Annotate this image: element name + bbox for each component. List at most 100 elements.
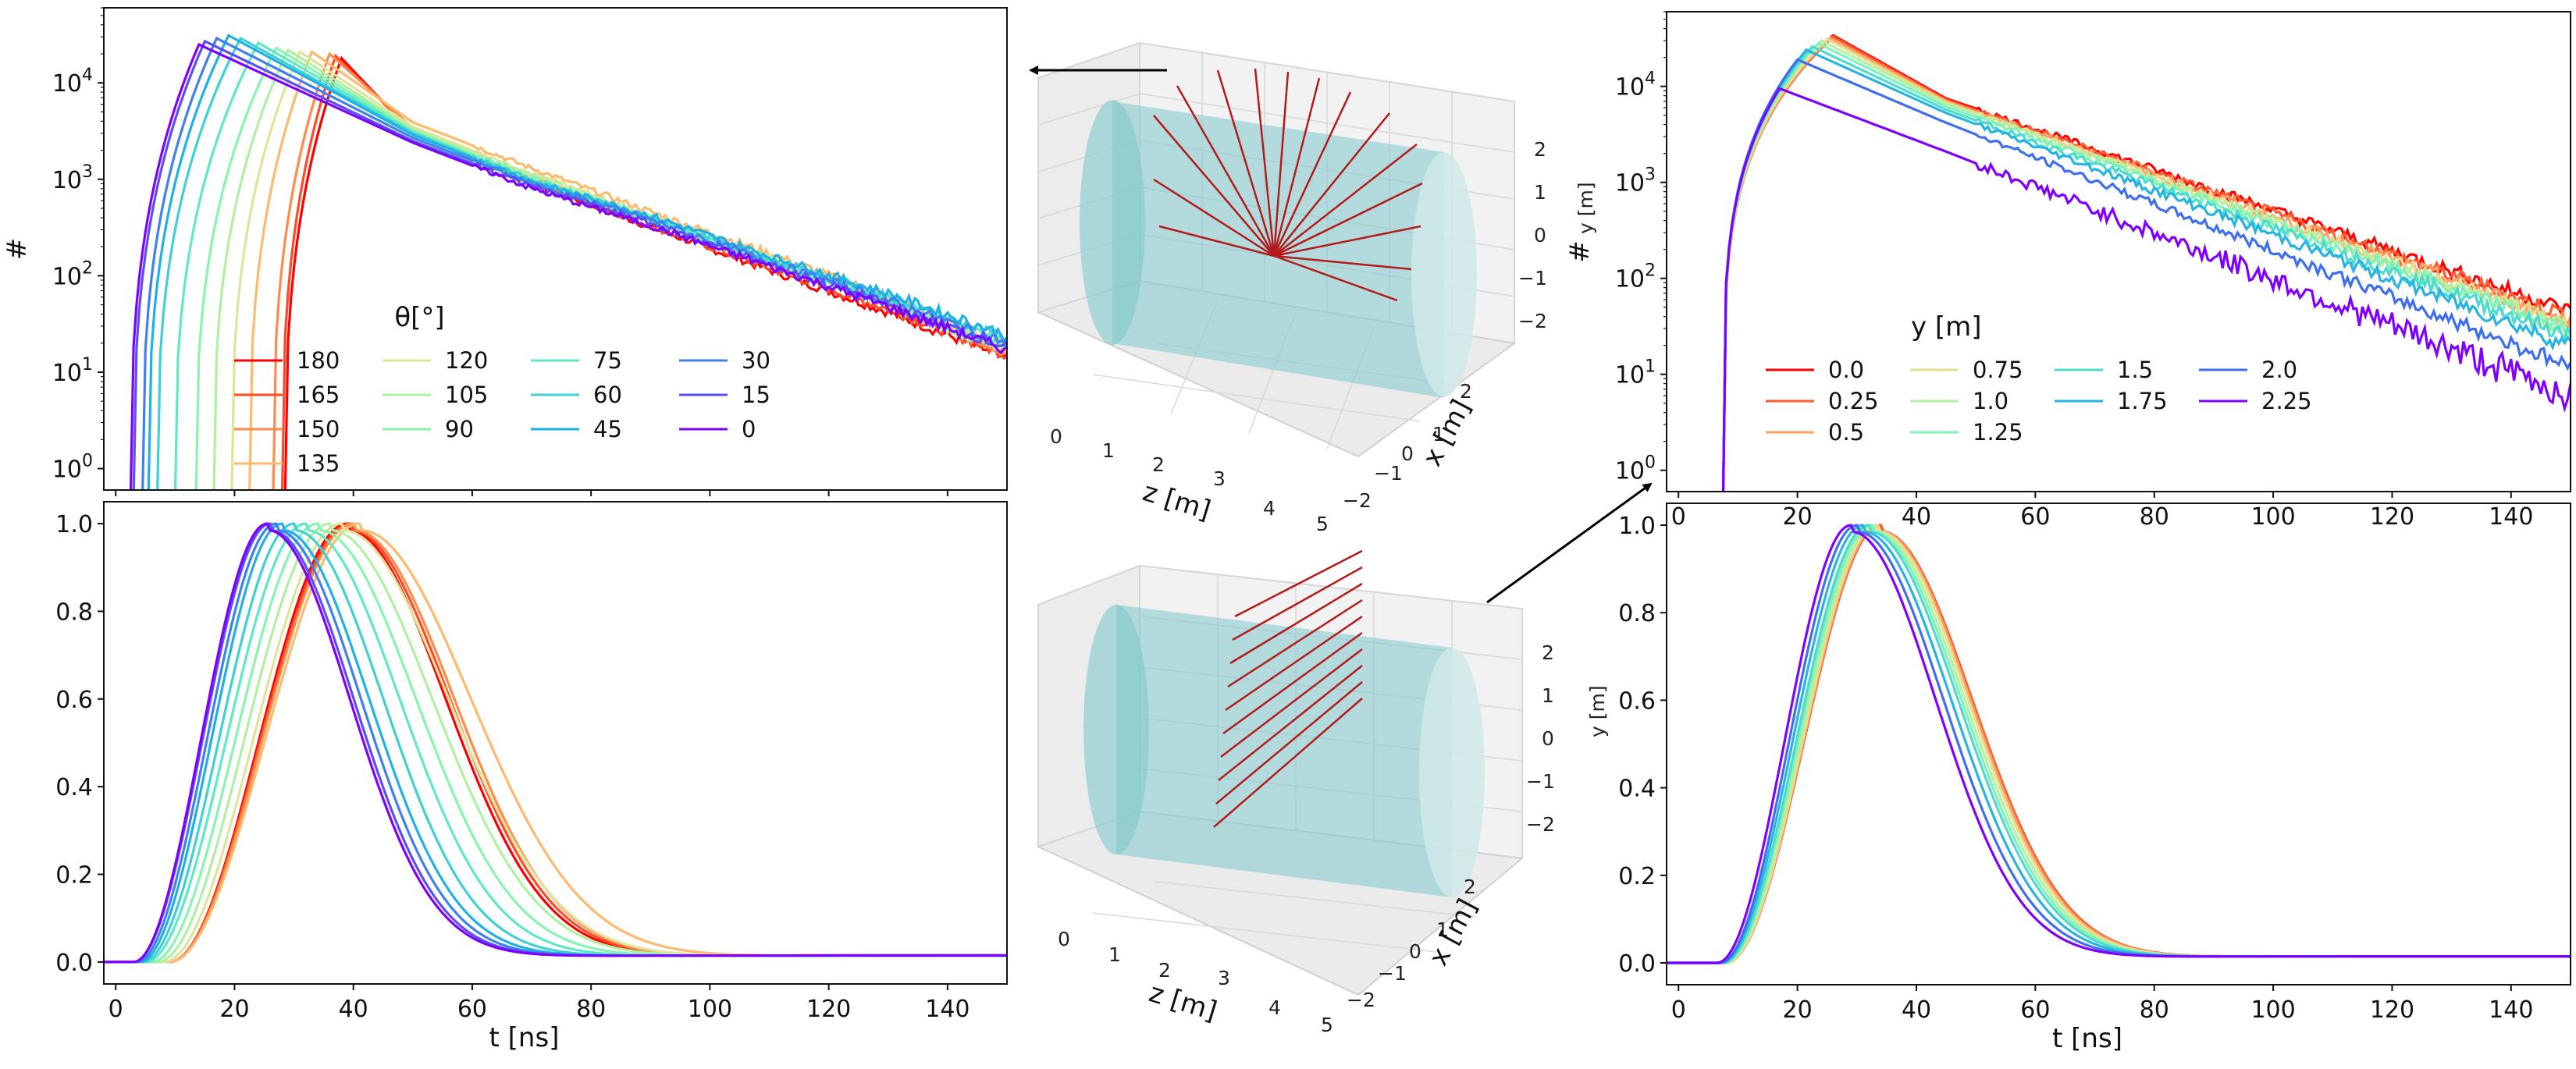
x-tick: 0 [1401,442,1414,465]
series-line-45 [104,522,1007,964]
x-tick: 0 [1409,940,1421,963]
cylinder-body [1116,605,1452,897]
cylinder-end-far [1419,648,1485,897]
series-line-165 [104,522,1007,964]
track-line [1220,648,1363,758]
y-axis-3d: 2 1 0 −1 −2 y [m] [1518,138,1597,332]
track-line [1176,85,1276,257]
series-line-0 [129,42,1007,490]
z-tick: 1 [1102,439,1115,462]
x-tick-label: 120 [2370,503,2414,531]
y-tick-label: 0.4 [1618,776,1656,803]
legend-label: 1.5 [2117,357,2153,383]
y-tick-label: 101 [52,355,93,387]
panel-theta-log-histogram: 100101102103104#θ[°]18016515013512010590… [2,7,1008,496]
series-line-2.25 [1667,524,2571,964]
y-tick: 2 [1542,641,1554,664]
legend-title: y [m] [1911,311,1982,343]
y-tick: 2 [1534,138,1546,161]
x-tick: 1 [1432,423,1445,446]
z-tick: 0 [1050,425,1062,448]
series-line-60 [104,522,1007,964]
x-tick-label: 140 [925,996,970,1023]
x-tick-label: 140 [2489,503,2533,531]
x-tick-label: 60 [2020,503,2050,531]
z-axis-label: z [m] [1139,476,1214,526]
x-tick-label: 100 [688,996,732,1023]
y-axis-3d: 2 1 0 −1 −2 y [m] [1526,641,1609,836]
x-tick-label: 100 [2250,996,2295,1024]
track-line [1229,582,1363,665]
x-tick-label: 40 [1902,503,1931,531]
x-tick-label: 40 [339,996,368,1023]
series-lines [1667,524,2571,964]
legend-label: 15 [742,382,770,408]
legend-label: 1.0 [1973,388,2008,414]
track-lines [1153,68,1423,302]
legend-label: 120 [445,347,488,374]
z-tick: 0 [1058,928,1070,950]
y-tick-label: 104 [1615,69,1656,101]
series-line-105 [104,522,1007,964]
y-tick-label: 103 [1615,165,1656,197]
track-line [1272,71,1290,257]
z-axis-label: z [m] [1145,977,1220,1027]
y-axis-label: y [m] [1586,685,1609,737]
series-line-90 [104,522,1007,964]
series-line-2.0 [1721,58,2571,492]
track-line [1273,254,1398,302]
x-tick-label: 80 [2140,503,2169,531]
x-tick-label: 20 [1783,503,1813,531]
legend-label: 135 [297,450,340,477]
y-tick-label: 1.0 [1618,513,1656,540]
legend-label: 105 [445,382,488,408]
x-tick: 2 [1460,380,1472,403]
z-tick: 3 [1218,967,1230,989]
track-line [1273,112,1390,257]
y-tick-label: 103 [52,162,93,194]
y-tick-label: 0.0 [55,950,93,977]
cylinder-end-near [1080,100,1145,345]
y-axis-label: # [1564,240,1596,263]
y-tick: −2 [1526,813,1555,836]
y-tick: 1 [1534,181,1546,204]
y-tick-label: 100 [52,452,93,484]
series-line-1.75 [1721,48,2571,492]
series-line-135 [104,522,1007,964]
series-line-0.75 [1667,524,2571,964]
legend-label: 0.5 [1828,419,1864,446]
legend-label: 0 [742,416,756,442]
x-tick: 1 [1436,918,1449,941]
y-tick-label: 102 [1615,261,1656,293]
z-tick: 4 [1268,996,1281,1019]
x-tick-label: 60 [2020,996,2050,1024]
z-tick: 2 [1152,453,1165,476]
track-line [1225,615,1363,712]
legend-label: 30 [742,347,770,374]
x-tick: −1 [1374,462,1403,485]
series-line-1.5 [1721,44,2571,492]
series-line-120 [104,522,1007,964]
track-line [1218,665,1363,781]
legend-label: 1.25 [1973,419,2023,446]
series-lines [104,522,1007,964]
detector-3d-view-angle-scan: 0 1 2 3 4 5 z [m] 2 1 0 −1 −2 x [m] 2 1 … [1036,41,1597,535]
y-tick-label: 100 [1615,453,1656,485]
legend-label: 60 [593,382,622,408]
y-tick: −1 [1526,770,1555,793]
cylinder-end-near [1083,605,1149,854]
track-lines [1213,549,1363,828]
legend-label: 2.0 [2261,357,2297,383]
x-axis-label: t [ns] [2052,1023,2122,1054]
y-tick: 0 [1542,727,1554,750]
legend-label: 45 [593,416,622,442]
x-tick: −1 [1378,962,1407,985]
y-tick-label: 0.4 [55,774,93,801]
legend-label: 1.75 [2117,388,2168,414]
track-line [1272,91,1352,257]
track-line [1213,698,1363,828]
track-line [1273,225,1421,257]
series-line-15 [104,522,1007,964]
series-line-0 [104,522,1007,964]
series-line-75 [104,522,1007,964]
